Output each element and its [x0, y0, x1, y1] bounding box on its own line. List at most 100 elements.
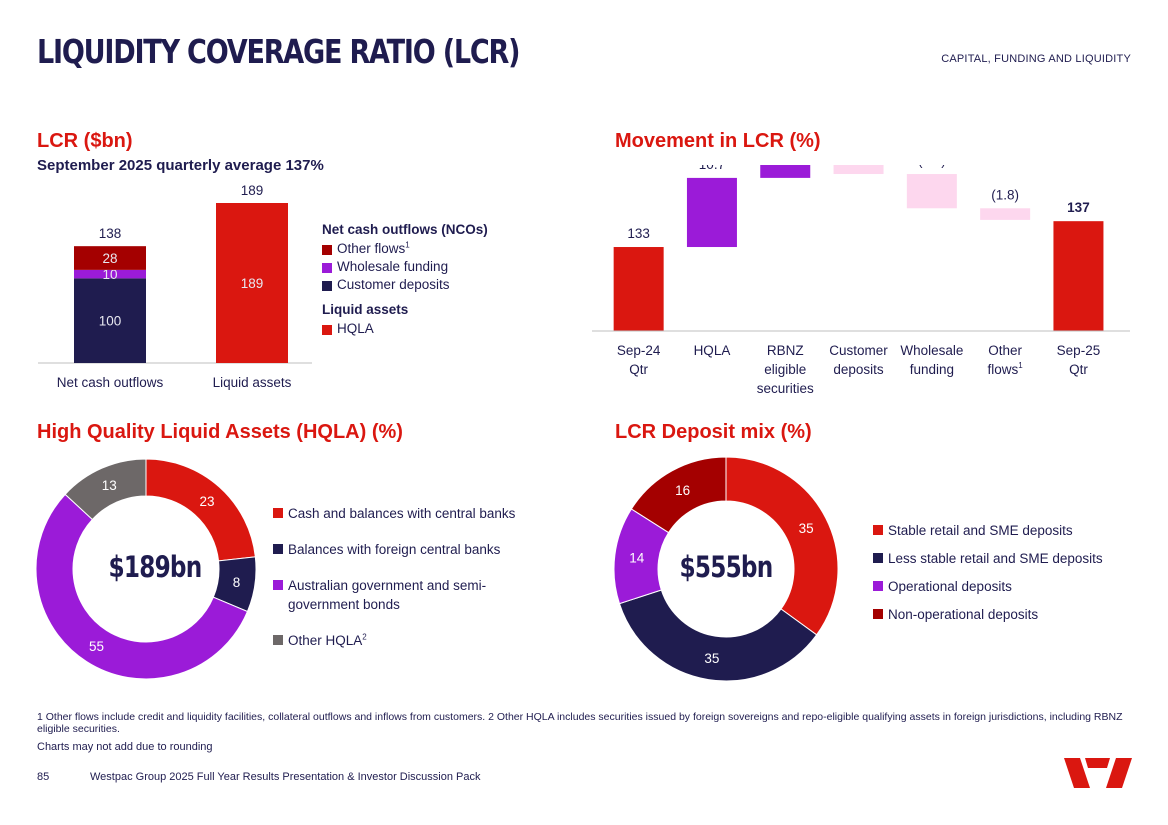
- movement-bar-6: [1053, 221, 1104, 331]
- lcr-legend-item-wholesale-funding-text: Wholesale funding: [337, 259, 449, 274]
- movement-category-label-6-0: Sep-25: [1057, 343, 1101, 358]
- lcr-legend-item-other-flows: Other flows1: [322, 241, 488, 256]
- movement-category-label-1-0: HQLA: [694, 343, 731, 358]
- lcr-legend-item-wholesale-funding-swatch: [322, 263, 332, 273]
- lcr-legend-item-customer-deposits: Customer deposits: [322, 277, 488, 292]
- movement-category-sup-5: 1: [1018, 361, 1023, 370]
- hqla-legend-text-3: Other HQLA2: [288, 631, 367, 650]
- lcr-legend-item-hqla: HQLA: [322, 321, 488, 336]
- page-title: LIQUIDITY COVERAGE RATIO (LCR): [37, 32, 520, 71]
- hqla-legend-item-1: Balances with foreign central banks: [273, 540, 515, 559]
- hqla-legend-swatch-2: [273, 580, 283, 590]
- hqla-legend-line-0-0: Cash and balances with central banks: [288, 506, 516, 521]
- hqla-donut-chart: 23 8 55 13: [35, 458, 257, 680]
- hqla-legend-swatch-1: [273, 544, 283, 554]
- deposit-legend-item-1: Less stable retail and SME deposits: [873, 549, 1103, 568]
- lcr-value-label-customer-deposits-0: 100: [99, 314, 122, 329]
- hqla-slice-other-hqla: [64, 458, 147, 521]
- lcr-legend-item-wholesale-funding: Wholesale funding: [322, 259, 488, 274]
- movement-bar-5: [980, 208, 1031, 220]
- lcr-bar-hqla-1: [216, 203, 288, 363]
- hqla-legend: Cash and balances with central banks Bala…: [273, 504, 515, 667]
- lcr-legend: Net cash outflows (NCOs) Other flows1 Whol…: [322, 222, 488, 339]
- movement-category-label-3-1: deposits: [833, 362, 884, 377]
- deposit-legend-line-2-0: Operational deposits: [888, 579, 1012, 594]
- hqla-slice-cash-and-balances-with-central-banks: [145, 458, 256, 562]
- deposit-slice-less-stable-retail-and-sme-deposits: [618, 589, 818, 682]
- hqla-legend-item-2: Australian government and semi-governmen…: [273, 576, 515, 614]
- movement-bar-4: [906, 174, 957, 209]
- hqla-slice-label-3: 13: [102, 478, 117, 493]
- lcr-bar-other-flows-0: [74, 246, 146, 270]
- deposit-legend-text-1: Less stable retail and SME deposits: [888, 549, 1103, 568]
- movement-category-label-5-1: flows1: [988, 361, 1024, 377]
- lcr-category-label-1: Liquid assets: [213, 375, 292, 390]
- logo-right-stroke: [1106, 758, 1132, 788]
- movement-bar-2: [760, 165, 811, 178]
- movement-category-label-0-1: Qtr: [629, 362, 648, 377]
- lcr-legend-nco-header: Net cash outflows (NCOs): [322, 222, 488, 237]
- lcr-legend-item-customer-deposits-swatch: [322, 281, 332, 291]
- deposit-slice-stable-retail-and-sme-deposits: [725, 456, 839, 636]
- movement-bar-1: [686, 177, 737, 248]
- movement-value-label-1: 10.7: [699, 165, 725, 172]
- hqla-legend-item-0: Cash and balances with central banks: [273, 504, 515, 523]
- movement-bar-0: [613, 247, 664, 331]
- hqla-legend-line-2-1: government bonds: [288, 597, 400, 612]
- movement-value-label-4: (5.3): [918, 165, 946, 168]
- movement-category-label-6-1: Qtr: [1069, 362, 1088, 377]
- hqla-legend-text-1: Balances with foreign central banks: [288, 540, 500, 559]
- hqla-legend-swatch-0: [273, 508, 283, 518]
- deposit-slice-label-3: 16: [675, 483, 690, 498]
- deposit-slice-non-operational-deposits: [630, 456, 727, 534]
- deposit-legend-item-2: Operational deposits: [873, 577, 1103, 596]
- lcr-chart-title: LCR ($bn): [37, 130, 133, 152]
- hqla-legend-text-2: Australian government and semi-governmen…: [288, 576, 486, 614]
- lcr-category-label-0: Net cash outflows: [57, 375, 164, 390]
- hqla-legend-text-0: Cash and balances with central banks: [288, 504, 515, 523]
- page-number: 85: [37, 771, 50, 783]
- deposit-legend-swatch-0: [873, 525, 883, 535]
- hqla-chart-title: High Quality Liquid Assets (HQLA) (%): [37, 421, 403, 443]
- lcr-chart-subtitle: September 2025 quarterly average 137%: [37, 157, 324, 174]
- deposit-legend-item-0: Stable retail and SME deposits: [873, 521, 1103, 540]
- deposit-center-label: $555bn: [679, 550, 774, 584]
- lcr-total-label-1: 189: [241, 183, 264, 198]
- movement-category-label-3-0: Customer: [829, 343, 888, 358]
- hqla-legend-line-1-0: Balances with foreign central banks: [288, 542, 501, 557]
- hqla-slice-label-1: 8: [233, 575, 241, 590]
- movement-category-label-0-0: Sep-24: [617, 343, 661, 358]
- lcr-legend-item-hqla-text: HQLA: [337, 321, 374, 336]
- deposit-legend-line-3-0: Non-operational deposits: [888, 607, 1039, 622]
- lcr-total-label-0: 138: [99, 226, 122, 241]
- footer-text: Westpac Group 2025 Full Year Results Pre…: [90, 771, 481, 783]
- section-label: CAPITAL, FUNDING AND LIQUIDITY: [941, 53, 1131, 65]
- movement-category-label-2-0: RBNZ: [767, 343, 804, 358]
- lcr-value-label-other-flows-0: 28: [102, 251, 117, 266]
- movement-value-label-0: 133: [627, 226, 650, 241]
- deposit-legend-line-0-0: Stable retail and SME deposits: [888, 523, 1073, 538]
- deposit-legend-swatch-1: [873, 553, 883, 563]
- deposit-legend: Stable retail and SME deposits Less stabl…: [873, 521, 1103, 633]
- lcr-bar-customer-deposits-0: [74, 278, 146, 363]
- lcr-legend-item-other-flows-swatch: [322, 245, 332, 255]
- lcr-value-label-wholesale-funding-0: 10: [102, 267, 117, 282]
- hqla-slice-label-2: 55: [89, 639, 104, 654]
- lcr-value-label-hqla-1: 189: [241, 276, 264, 291]
- lcr-legend-liquid-header: Liquid assets: [322, 302, 409, 317]
- deposit-legend-swatch-3: [873, 609, 883, 619]
- deposit-slice-label-2: 14: [629, 551, 645, 566]
- hqla-slice-label-0: 23: [199, 494, 214, 509]
- movement-chart-title: Movement in LCR (%): [615, 130, 821, 152]
- logo-middle-stroke: [1085, 758, 1110, 768]
- deposit-slice-label-0: 35: [799, 521, 814, 536]
- logo-left-stroke: [1064, 758, 1090, 788]
- westpac-w-logo: [1064, 758, 1132, 788]
- hqla-center-label: $189bn: [108, 550, 203, 584]
- deposit-legend-swatch-2: [873, 581, 883, 591]
- lcr-bar-wholesale-funding-0: [74, 269, 146, 279]
- movement-waterfall-chart: 133Sep-24Qtr10.7HQLA2.1RBNZeligiblesecur…: [592, 165, 1130, 396]
- deposit-legend-text-0: Stable retail and SME deposits: [888, 521, 1073, 540]
- movement-category-label-4-1: funding: [910, 362, 954, 377]
